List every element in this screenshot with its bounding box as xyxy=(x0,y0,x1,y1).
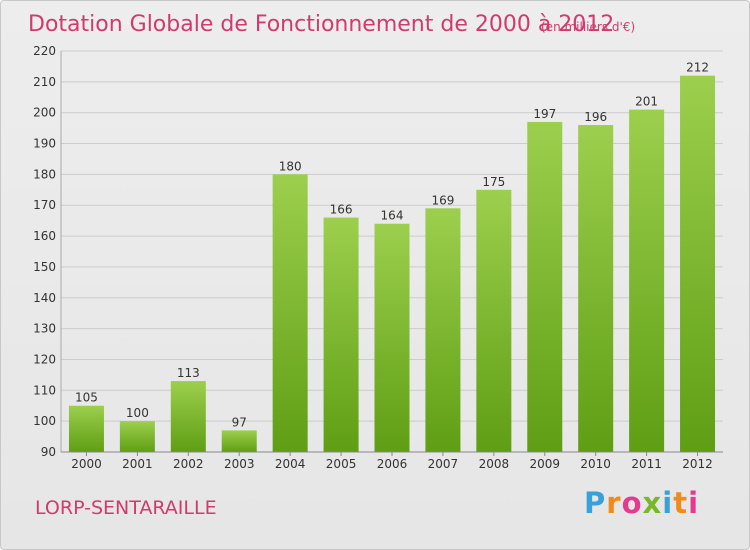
bar-2007 xyxy=(425,208,461,452)
bars xyxy=(68,75,716,453)
chart-subtitle: (en milliers d'€) xyxy=(541,20,635,34)
x-tick-label-2005: 2005 xyxy=(326,457,357,471)
x-tick-label-2011: 2011 xyxy=(631,457,662,471)
y-tick-label: 150 xyxy=(33,260,56,274)
bar-2000 xyxy=(68,405,104,452)
x-tick-label-2002: 2002 xyxy=(173,457,204,471)
y-tick-label: 170 xyxy=(33,198,56,212)
data-label-2002: 113 xyxy=(177,366,200,380)
x-tick-label-2012: 2012 xyxy=(682,457,713,471)
logo-letter: o xyxy=(621,486,643,520)
bar-2001 xyxy=(119,421,155,452)
y-tick-label: 140 xyxy=(33,291,56,305)
data-label-2010: 196 xyxy=(584,110,607,124)
data-label-2009: 197 xyxy=(533,107,556,121)
data-label-2003: 97 xyxy=(232,415,247,429)
bar-2009 xyxy=(527,121,563,452)
y-tick-label: 190 xyxy=(33,137,56,151)
data-label-2001: 100 xyxy=(126,406,149,420)
x-tick-label-2000: 2000 xyxy=(71,457,102,471)
data-label-2004: 180 xyxy=(279,159,302,173)
bar-2012 xyxy=(680,75,716,452)
x-tick-label-2003: 2003 xyxy=(224,457,255,471)
data-label-2000: 105 xyxy=(75,391,98,405)
x-tick-label-2007: 2007 xyxy=(428,457,459,471)
bar-2006 xyxy=(374,223,410,452)
x-tick-label-2009: 2009 xyxy=(529,457,560,471)
y-tick-label: 220 xyxy=(33,44,56,58)
data-label-2011: 201 xyxy=(635,95,658,109)
bar-2005 xyxy=(323,217,359,452)
proxiti-logo: Proxiti xyxy=(584,489,699,518)
logo-letter: r xyxy=(606,486,622,520)
logo-letter: t xyxy=(673,486,689,520)
y-tick-label: 180 xyxy=(33,167,56,181)
y-tick-label: 100 xyxy=(33,414,56,428)
bar-2011 xyxy=(629,109,665,452)
x-tick-label-2010: 2010 xyxy=(580,457,611,471)
y-tick-label: 90 xyxy=(41,445,56,459)
bar-2008 xyxy=(476,189,512,453)
logo-letter: i xyxy=(688,486,700,520)
y-tick-label: 160 xyxy=(33,229,56,243)
x-tick-label-2008: 2008 xyxy=(479,457,510,471)
data-labels: 105 100 113 97 180 166 164 169 175 197 196 201 212 xyxy=(75,61,709,430)
x-tick-label-2006: 2006 xyxy=(377,457,408,471)
data-label-2005: 166 xyxy=(330,203,353,217)
y-tick-label: 210 xyxy=(33,75,56,89)
y-tick-label: 130 xyxy=(33,322,56,336)
x-axis-ticks: 2000 2001 2002 2003 2004 2005 2006 2007 2008 2009… xyxy=(61,451,723,471)
y-tick-label: 110 xyxy=(33,383,56,397)
bar-2003 xyxy=(221,430,257,452)
y-tick-label: 200 xyxy=(33,106,56,120)
bar-2010 xyxy=(578,125,614,453)
data-label-2012: 212 xyxy=(686,61,709,75)
y-axis-ticks: 90 100 110 120 130 140 150 160 170 180 190 200 210 22… xyxy=(33,44,56,459)
x-tick-label-2004: 2004 xyxy=(275,457,306,471)
logo-letter: P xyxy=(584,486,607,520)
x-tick-label-2001: 2001 xyxy=(122,457,153,471)
logo-letter: x xyxy=(642,486,663,520)
bar-2004 xyxy=(272,174,308,452)
data-label-2008: 175 xyxy=(482,175,505,189)
bar-2002 xyxy=(170,381,206,452)
y-tick-label: 120 xyxy=(33,352,56,366)
logo-letter: i xyxy=(662,486,674,520)
data-label-2007: 169 xyxy=(431,193,454,207)
data-label-2006: 164 xyxy=(381,209,404,223)
chart-title: Dotation Globale de Fonctionnement de 20… xyxy=(28,12,614,37)
place-name: LORP-SENTARAILLE xyxy=(35,497,217,519)
